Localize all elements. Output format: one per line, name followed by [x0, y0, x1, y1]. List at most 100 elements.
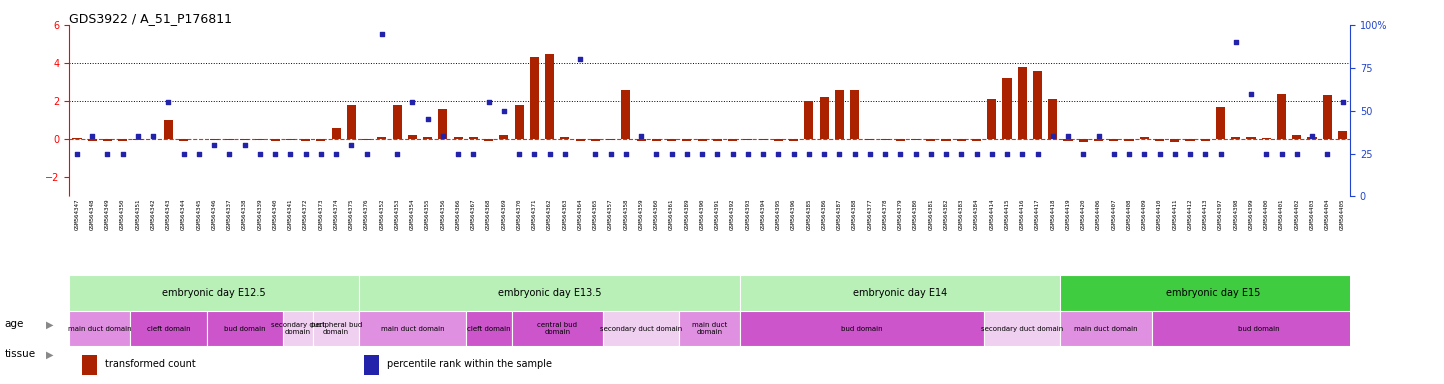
Point — [1132, 151, 1155, 157]
Text: GSM564361: GSM564361 — [669, 199, 674, 230]
Bar — [788, 139, 799, 141]
Bar — [604, 311, 679, 346]
Point — [1118, 151, 1141, 157]
Text: bud domain: bud domain — [842, 326, 884, 331]
Point — [660, 151, 683, 157]
Bar — [744, 139, 752, 140]
Bar — [988, 99, 996, 139]
Text: main duct domain: main duct domain — [381, 326, 445, 331]
Point — [1164, 151, 1187, 157]
Text: GSM564400: GSM564400 — [1264, 199, 1269, 230]
Bar — [423, 137, 432, 139]
Text: GSM564409: GSM564409 — [1142, 199, 1147, 230]
Point — [446, 151, 469, 157]
Bar — [544, 53, 554, 139]
Text: GSM564404: GSM564404 — [1324, 199, 1330, 230]
Point — [202, 142, 225, 148]
Text: GSM564339: GSM564339 — [257, 199, 263, 230]
Text: age: age — [4, 319, 23, 329]
Point — [1087, 133, 1110, 139]
Text: GSM564401: GSM564401 — [1279, 199, 1284, 230]
Bar — [1339, 131, 1347, 139]
Text: ▶: ▶ — [46, 349, 53, 359]
Point — [1331, 99, 1354, 105]
Bar — [133, 139, 143, 140]
Point — [492, 108, 516, 114]
Text: embryonic day E14: embryonic day E14 — [853, 288, 947, 298]
Text: secondary duct domain: secondary duct domain — [601, 326, 682, 331]
Point — [370, 30, 393, 36]
Point — [706, 151, 729, 157]
Bar — [270, 139, 280, 141]
Text: GSM564416: GSM564416 — [1019, 199, 1025, 230]
Text: peripheral bud
domain: peripheral bud domain — [310, 322, 362, 335]
Text: main duct domain: main duct domain — [68, 326, 131, 331]
Point — [676, 151, 699, 157]
Point — [508, 151, 531, 157]
Text: GSM564397: GSM564397 — [1219, 199, 1223, 230]
Text: GSM564354: GSM564354 — [410, 199, 414, 230]
Point — [553, 151, 576, 157]
Text: GSM564341: GSM564341 — [287, 199, 293, 230]
Text: GSM564385: GSM564385 — [806, 199, 812, 230]
Text: GSM564377: GSM564377 — [868, 199, 872, 230]
Text: GSM564415: GSM564415 — [1005, 199, 1009, 230]
Bar — [774, 139, 783, 141]
Text: embryonic day E13.5: embryonic day E13.5 — [498, 288, 601, 298]
Text: GSM564402: GSM564402 — [1294, 199, 1300, 230]
Text: GSM564356: GSM564356 — [440, 199, 445, 230]
Bar — [1186, 139, 1194, 141]
Point — [950, 151, 973, 157]
Text: GSM564374: GSM564374 — [334, 199, 339, 230]
Point — [599, 151, 622, 157]
Point — [690, 151, 713, 157]
Text: GSM564350: GSM564350 — [120, 199, 126, 230]
Bar — [1002, 78, 1012, 139]
Point — [1194, 151, 1217, 157]
Bar — [851, 90, 859, 139]
Point — [1027, 151, 1050, 157]
Point — [630, 133, 653, 139]
Point — [157, 99, 180, 105]
Text: GSM564378: GSM564378 — [882, 199, 888, 230]
Text: GSM564370: GSM564370 — [517, 199, 521, 230]
Bar — [163, 120, 173, 139]
Bar — [206, 311, 283, 346]
Text: GSM564375: GSM564375 — [349, 199, 354, 230]
Bar — [637, 139, 645, 141]
Text: embryonic day E12.5: embryonic day E12.5 — [162, 288, 266, 298]
Point — [127, 133, 150, 139]
Bar — [804, 101, 813, 139]
Text: GSM564346: GSM564346 — [212, 199, 217, 230]
Point — [232, 142, 256, 148]
Bar — [667, 139, 676, 141]
Bar — [758, 139, 768, 140]
Point — [1071, 151, 1095, 157]
Bar — [560, 137, 569, 139]
Bar — [500, 136, 508, 139]
Point — [904, 151, 927, 157]
Point — [309, 151, 332, 157]
Text: GSM564405: GSM564405 — [1340, 199, 1344, 230]
Text: GSM564367: GSM564367 — [471, 199, 477, 230]
Text: GSM564389: GSM564389 — [684, 199, 689, 230]
Text: GSM564406: GSM564406 — [1096, 199, 1100, 230]
Text: GSM564368: GSM564368 — [487, 199, 491, 230]
Point — [65, 151, 88, 157]
Bar — [713, 139, 722, 141]
Text: GSM564348: GSM564348 — [90, 199, 95, 230]
Bar — [256, 139, 264, 140]
Bar — [679, 311, 741, 346]
Text: transformed count: transformed count — [105, 359, 196, 369]
Bar — [1109, 139, 1118, 141]
Text: GSM564396: GSM564396 — [791, 199, 796, 230]
Point — [401, 99, 425, 105]
Bar — [347, 105, 357, 139]
Text: GSM564386: GSM564386 — [822, 199, 826, 230]
Text: GSM564392: GSM564392 — [731, 199, 735, 230]
Bar — [511, 311, 604, 346]
Text: secondary duct domain: secondary duct domain — [980, 326, 1063, 331]
Text: GSM564395: GSM564395 — [775, 199, 781, 230]
Point — [264, 151, 287, 157]
Point — [432, 133, 455, 139]
